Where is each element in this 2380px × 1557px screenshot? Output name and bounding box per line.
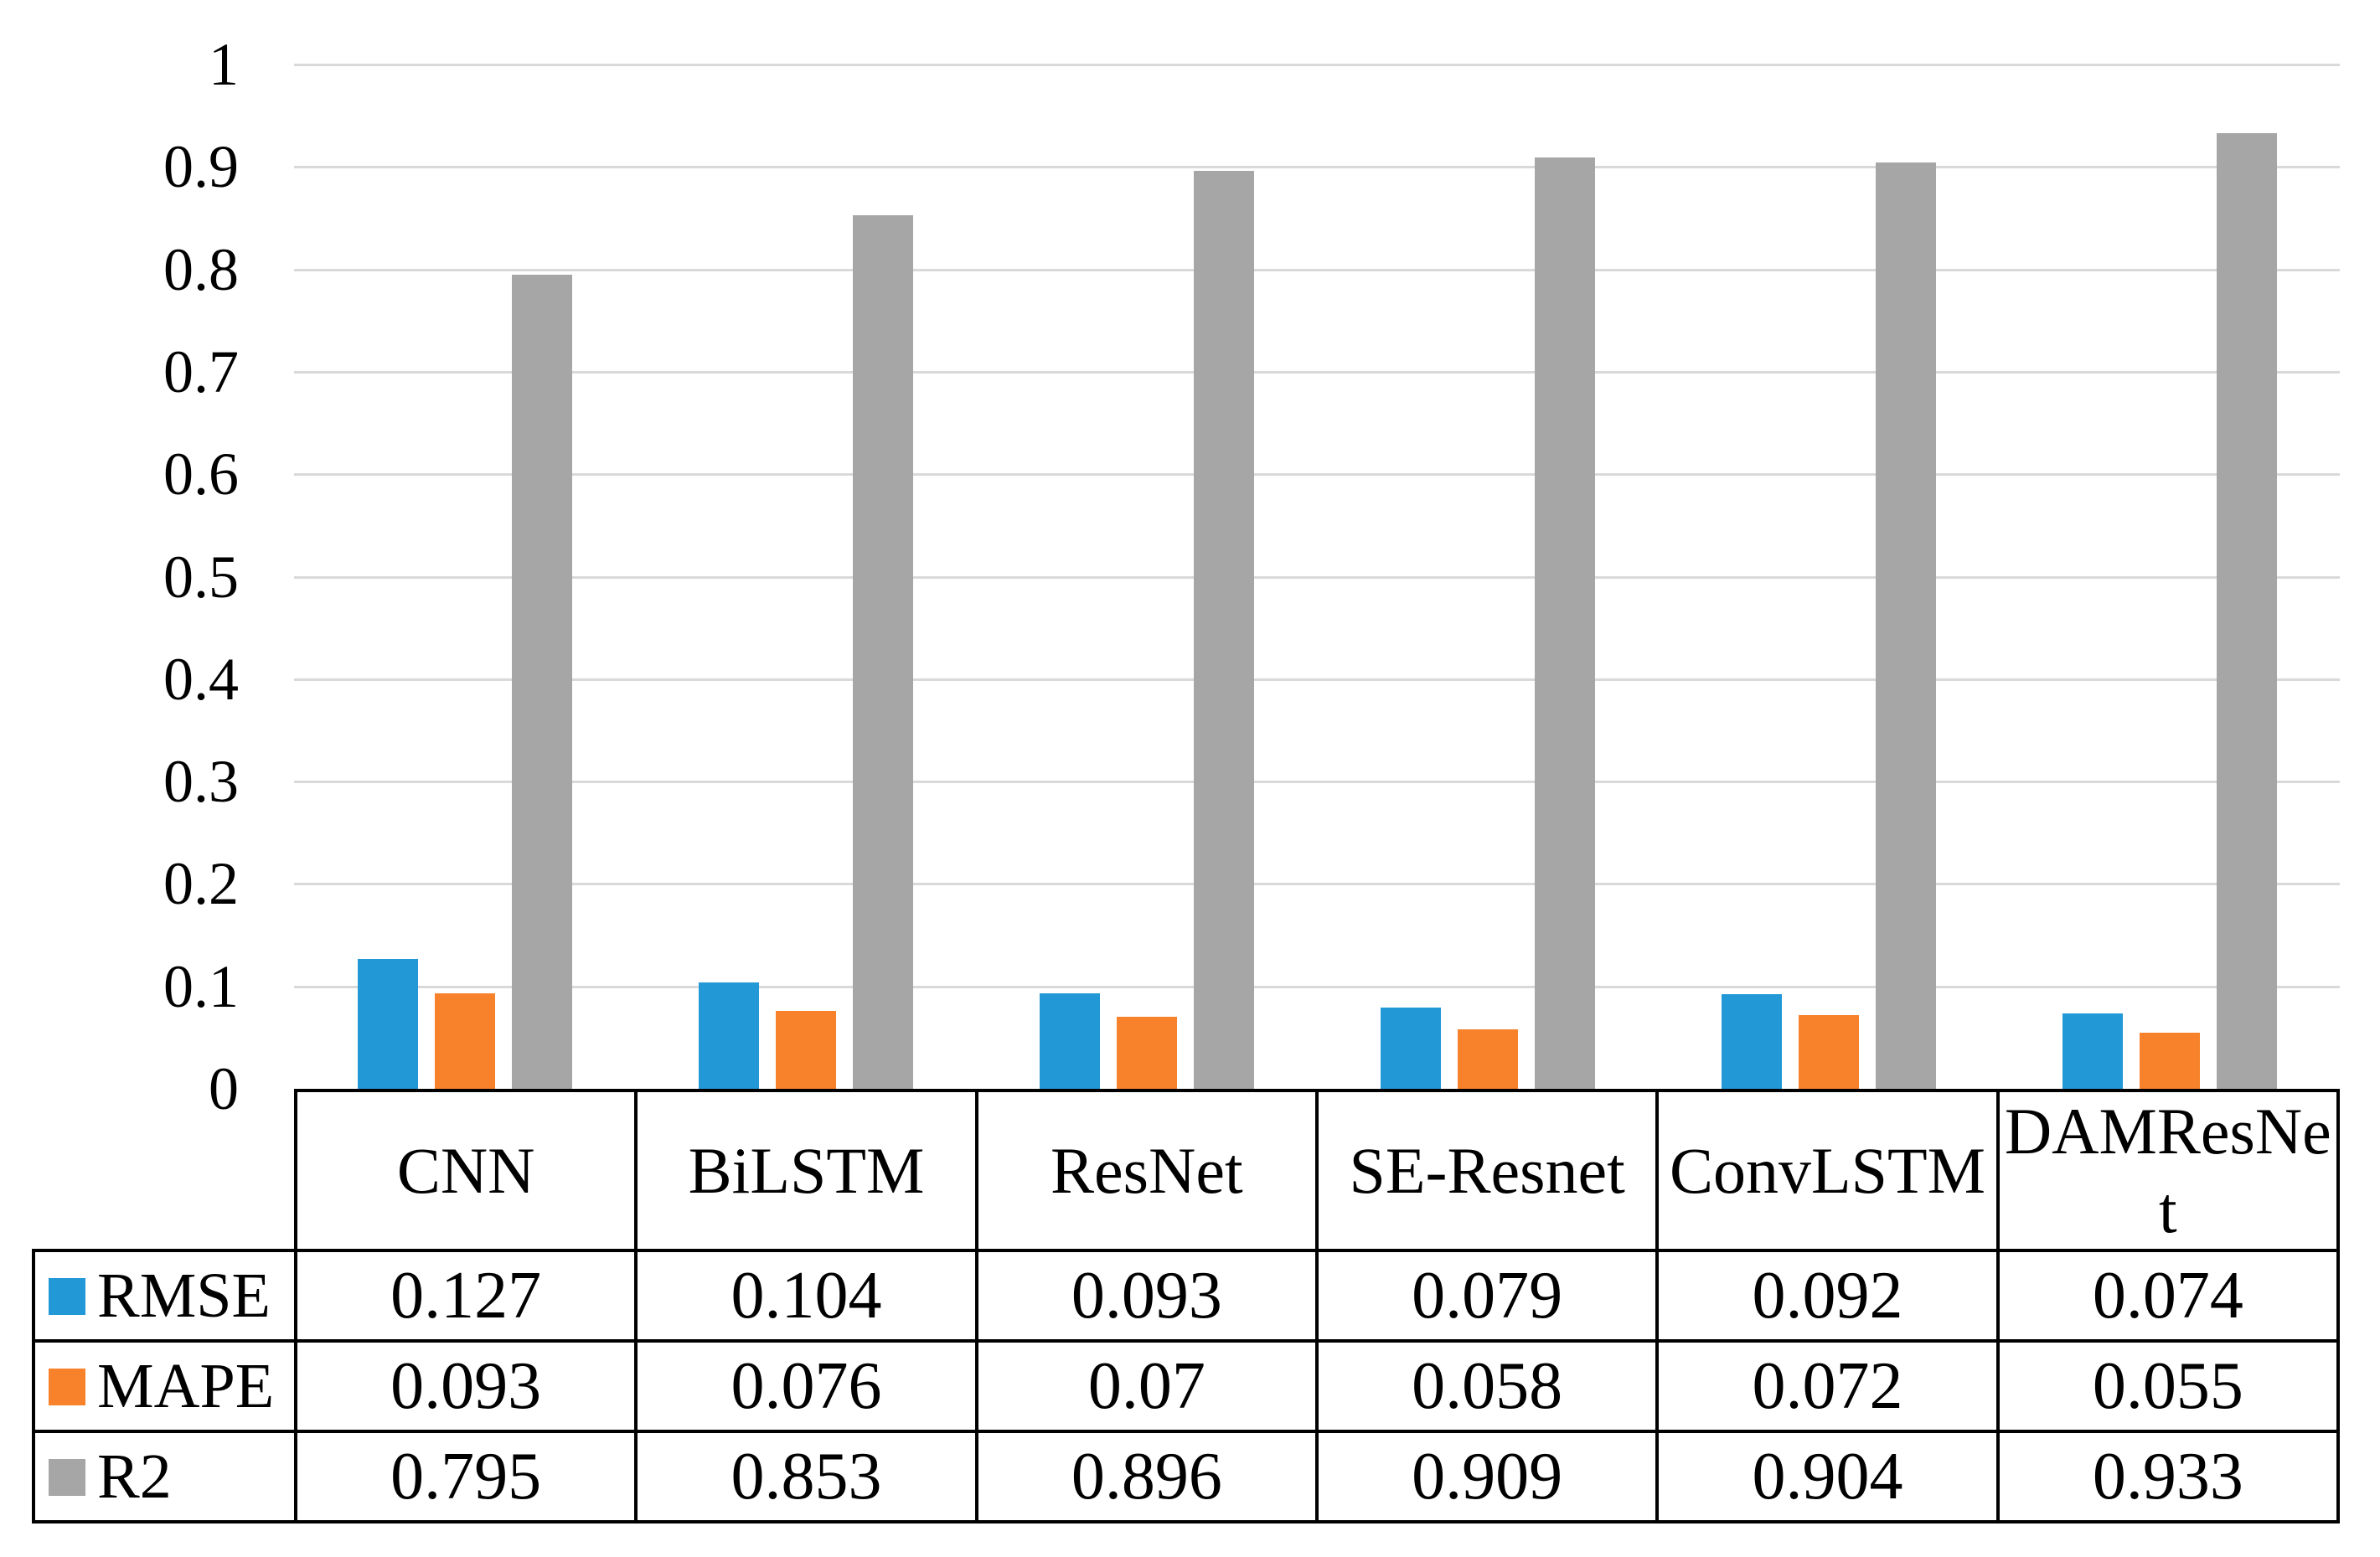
legend-mape: MAPE: [32, 1339, 297, 1434]
gridline: [294, 883, 2340, 886]
bar-rmse-bilstm: [698, 982, 759, 1089]
bar-r2-convlstm: [1875, 162, 1936, 1089]
value-mape-convlstm: 0.072: [1655, 1339, 2000, 1434]
bar-mape-cnn: [434, 993, 495, 1089]
table-row-r2: R2 0.795 0.853 0.896 0.909 0.904 0.933: [32, 1430, 2341, 1524]
bar-r2-se-resnet: [1534, 157, 1595, 1089]
column-header-cnn: CNN: [293, 1088, 638, 1253]
legend-rmse-label: RMSE: [97, 1260, 271, 1331]
bar-rmse-resnet: [1039, 993, 1100, 1089]
mape-legend-swatch-icon: [49, 1369, 85, 1406]
y-axis-tick-label: 0: [209, 1055, 239, 1122]
bar-mape-se-resnet: [1457, 1029, 1518, 1089]
bar-group-bilstm: [635, 64, 976, 1089]
column-header-damresnet: DAMResNet: [1995, 1088, 2341, 1253]
value-r2-convlstm: 0.904: [1655, 1430, 2000, 1524]
value-r2-se-resnet: 0.909: [1314, 1430, 1660, 1524]
value-rmse-se-resnet: 0.079: [1314, 1249, 1660, 1343]
value-rmse-bilstm: 0.104: [634, 1249, 978, 1343]
bar-mape-resnet: [1116, 1017, 1177, 1089]
bar-r2-resnet: [1193, 171, 1254, 1089]
table-row-mape: MAPE 0.093 0.076 0.07 0.058 0.072 0.055: [32, 1339, 2341, 1434]
bar-group-cnn: [294, 64, 635, 1089]
bar-rmse-se-resnet: [1380, 1008, 1441, 1089]
bar-group-convlstm: [1658, 64, 1999, 1089]
y-axis-tick-label: 0.9: [163, 133, 239, 201]
y-axis-tick-label: 0.5: [163, 543, 239, 611]
y-axis-tick-label: 0.8: [163, 235, 239, 303]
column-header-convlstm: ConvLSTM: [1655, 1088, 2000, 1253]
gridline: [294, 64, 2340, 66]
legend-r2: R2: [32, 1430, 297, 1524]
legend-r2-label: R2: [97, 1441, 172, 1512]
legend-rmse: RMSE: [32, 1249, 297, 1343]
table-row-rmse: RMSE 0.127 0.104 0.093 0.079 0.092 0.074: [32, 1249, 2341, 1343]
y-axis-tick-label: 0.3: [163, 748, 239, 816]
bar-rmse-cnn: [357, 958, 418, 1089]
value-mape-resnet: 0.07: [974, 1339, 1319, 1434]
value-r2-resnet: 0.896: [974, 1430, 1319, 1524]
table-corner-cell: [34, 1090, 296, 1250]
data-table: CNN BiLSTM ResNet SE-Resnet ConvLSTM DAM…: [32, 1088, 2341, 1524]
bar-group-resnet: [976, 64, 1317, 1089]
column-header-resnet: ResNet: [974, 1088, 1319, 1253]
bar-rmse-damresnet: [2062, 1013, 2123, 1089]
y-axis-tick-label: 1: [209, 31, 239, 98]
gridline: [294, 678, 2340, 681]
value-mape-se-resnet: 0.058: [1314, 1339, 1660, 1434]
plot-area: 0 0.1 0.2 0.3 0.4 0.5 0.6 0.7 0.8 0.9 1: [163, 34, 2340, 1119]
gridline: [294, 781, 2340, 784]
bar-groups: [294, 64, 2340, 1089]
value-rmse-resnet: 0.093: [974, 1249, 1319, 1343]
gridline: [294, 985, 2340, 988]
bar-r2-bilstm: [852, 214, 913, 1089]
rmse-legend-swatch-icon: [49, 1278, 85, 1316]
value-mape-cnn: 0.093: [293, 1339, 638, 1434]
gridline: [294, 370, 2340, 374]
value-mape-damresnet: 0.055: [1995, 1339, 2341, 1434]
gridline: [294, 268, 2340, 271]
value-r2-damresnet: 0.933: [1995, 1430, 2341, 1524]
y-axis-tick-label: 0.4: [163, 645, 239, 713]
value-r2-cnn: 0.795: [293, 1430, 638, 1524]
legend-mape-label: MAPE: [97, 1350, 275, 1421]
bar-mape-damresnet: [2139, 1032, 2200, 1089]
bar-group-damresnet: [1999, 64, 2340, 1089]
y-axis-tick-label: 0.7: [163, 338, 239, 405]
column-header-se-resnet: SE-Resnet: [1314, 1088, 1660, 1253]
value-rmse-convlstm: 0.092: [1655, 1249, 2000, 1343]
gridline: [294, 575, 2340, 579]
value-rmse-cnn: 0.127: [293, 1249, 638, 1343]
value-r2-bilstm: 0.853: [634, 1430, 978, 1524]
column-header-bilstm: BiLSTM: [634, 1088, 978, 1253]
category-header-row: CNN BiLSTM ResNet SE-Resnet ConvLSTM DAM…: [34, 1088, 2341, 1253]
y-axis-tick-label: 0.6: [163, 441, 239, 508]
bar-r2-cnn: [511, 274, 572, 1089]
bar-mape-convlstm: [1798, 1014, 1859, 1089]
gridline: [294, 473, 2340, 477]
r2-legend-swatch-icon: [49, 1459, 85, 1497]
bar-mape-bilstm: [775, 1011, 836, 1089]
bar-rmse-convlstm: [1721, 994, 1782, 1089]
y-axis-tick-label: 0.2: [163, 850, 239, 918]
bar-r2-damresnet: [2216, 132, 2277, 1089]
y-axis-tick-label: 0.1: [163, 952, 239, 1020]
value-mape-bilstm: 0.076: [634, 1339, 978, 1434]
gridline: [294, 166, 2340, 169]
bar-group-se-resnet: [1317, 64, 1658, 1089]
value-rmse-damresnet: 0.074: [1995, 1249, 2341, 1343]
